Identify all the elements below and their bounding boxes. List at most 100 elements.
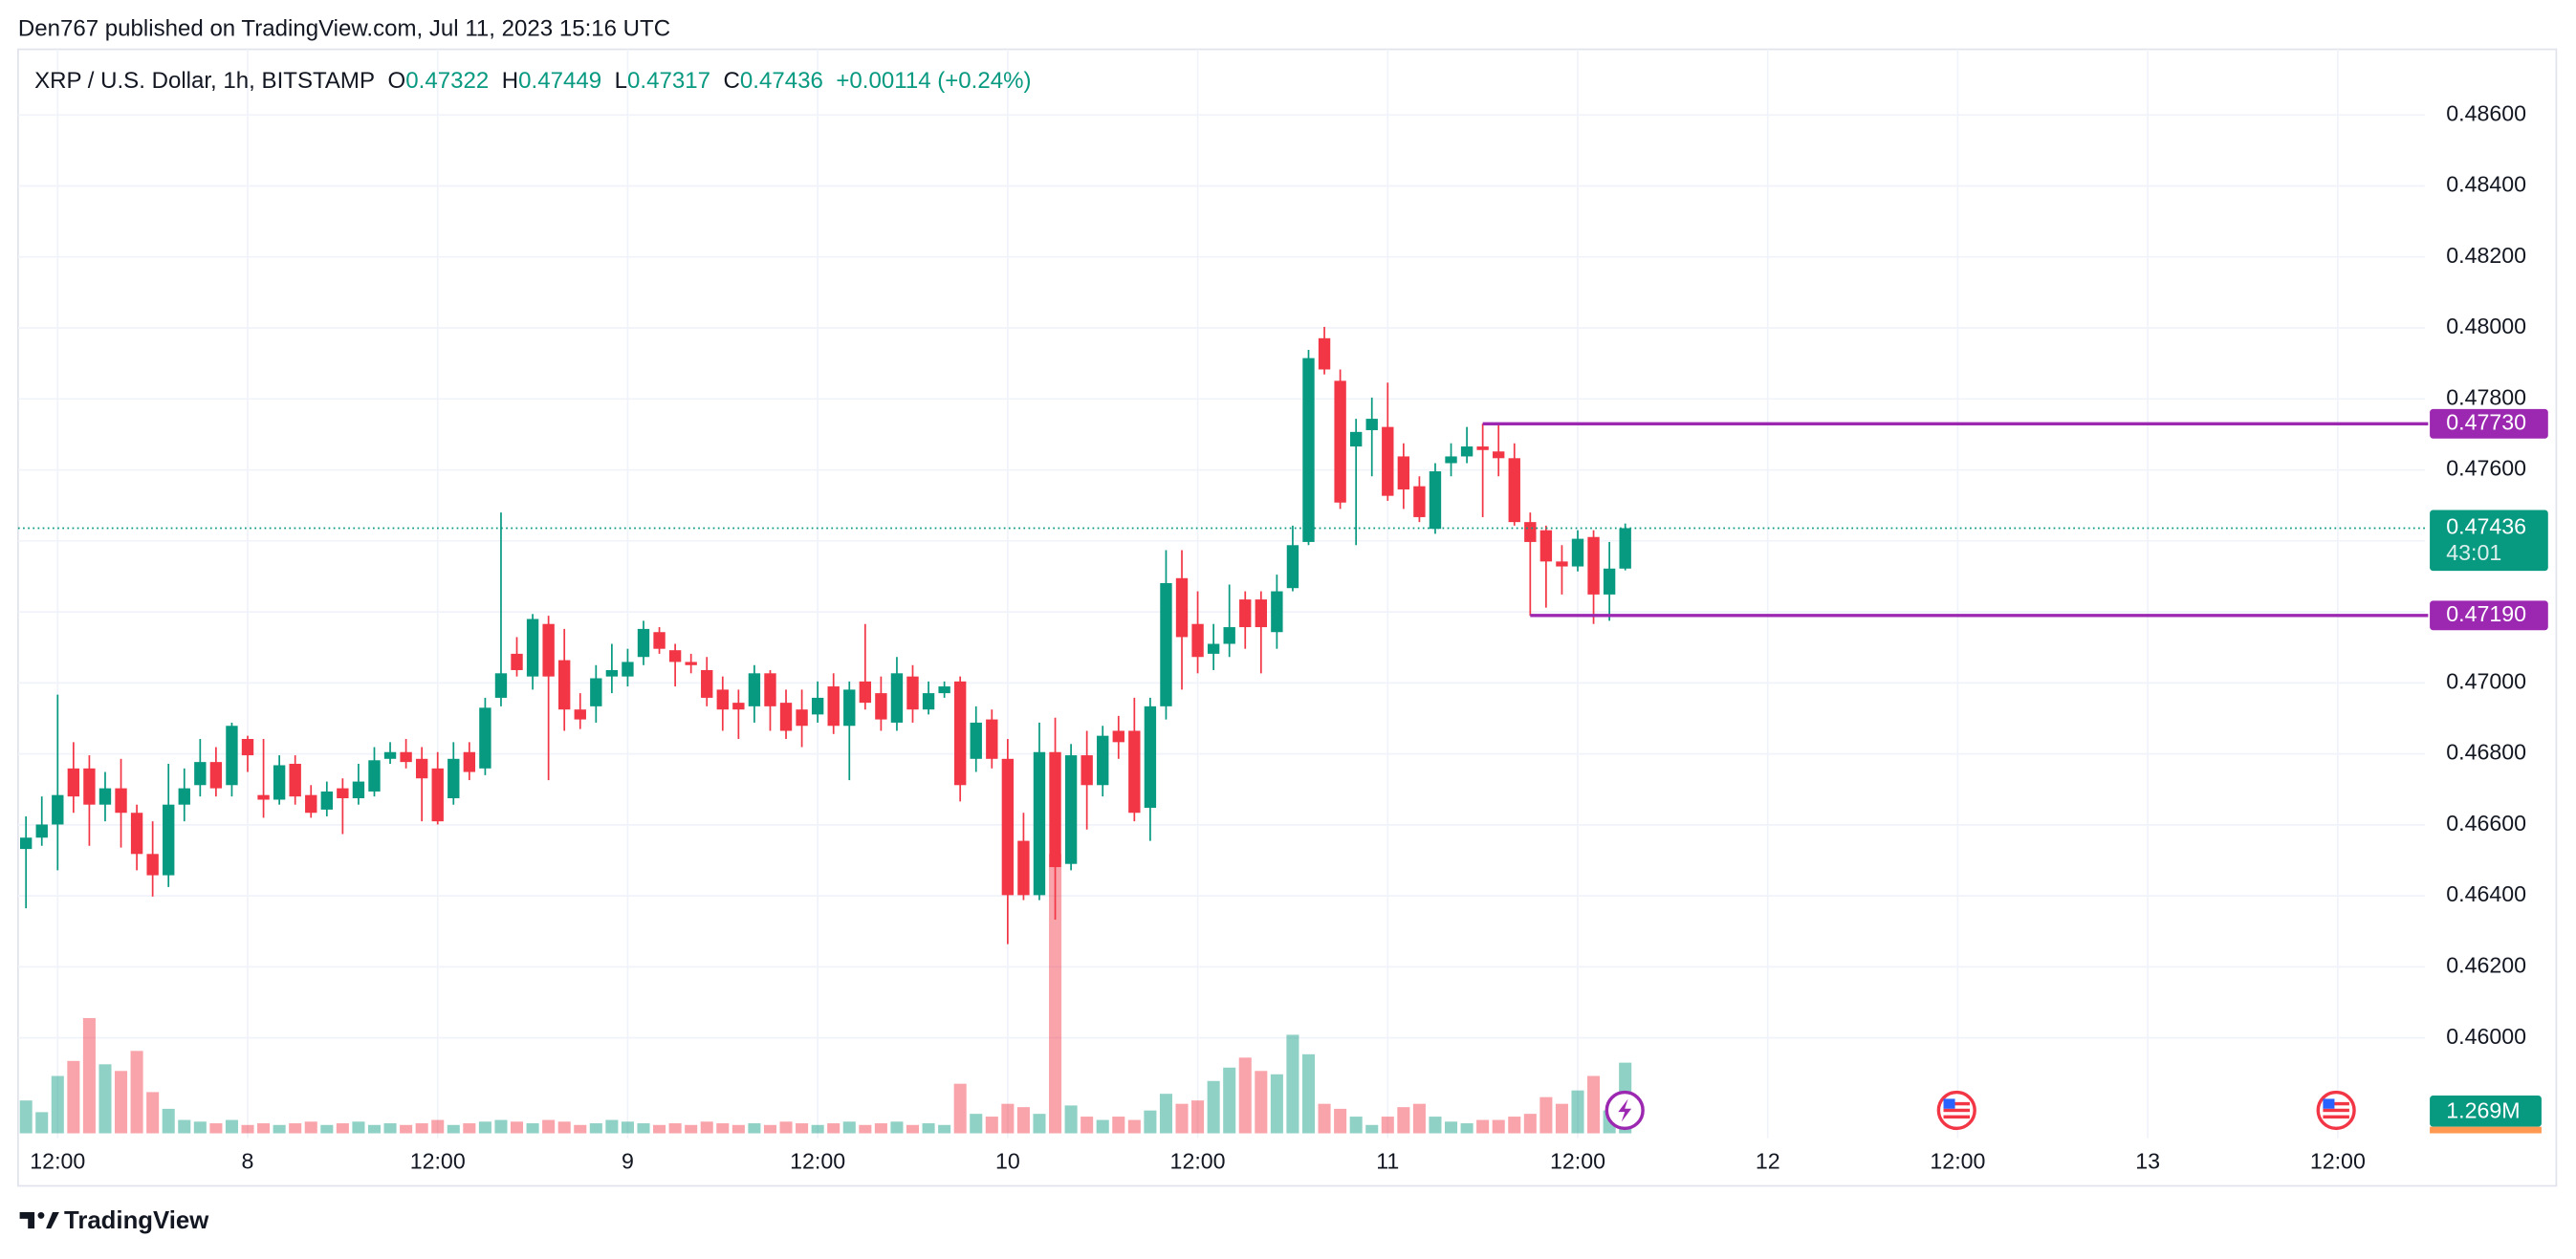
change: +0.00114 (+0.24%) xyxy=(836,68,1031,94)
candle-body xyxy=(938,686,950,694)
level-label: 0.47730 xyxy=(2446,409,2526,434)
candle-body xyxy=(859,681,872,704)
volume-bar xyxy=(1001,1103,1015,1134)
volume-bar xyxy=(700,1121,713,1134)
candle-body xyxy=(146,854,159,876)
volume-bar xyxy=(1207,1080,1220,1134)
volume-bar xyxy=(1159,1094,1172,1134)
x-tick-label: 9 xyxy=(622,1149,634,1174)
candle-body xyxy=(1144,705,1157,809)
event-flag[interactable] xyxy=(1936,1090,1976,1131)
volume-bar xyxy=(1064,1105,1078,1134)
candle-body xyxy=(906,676,919,710)
brand: TradingView xyxy=(64,1207,209,1234)
y-tick-label: 0.46800 xyxy=(2446,740,2526,765)
flag-stripe xyxy=(2323,1101,2349,1106)
flag-stripe xyxy=(1943,1101,1971,1106)
volume-bar xyxy=(827,1123,840,1134)
y-tick-label: 0.46600 xyxy=(2446,811,2526,836)
volume-bar xyxy=(510,1121,524,1134)
candle-body xyxy=(685,662,697,665)
candle-body xyxy=(890,673,904,723)
candle-body xyxy=(574,709,586,720)
candle-body xyxy=(163,804,175,876)
volume-bar xyxy=(367,1124,382,1134)
candle-body xyxy=(605,669,619,677)
y-tick-label: 0.48000 xyxy=(2446,314,2526,338)
volume-bar xyxy=(1381,1117,1394,1134)
candle-body xyxy=(273,765,286,800)
volume-bar xyxy=(1049,854,1062,1134)
y-tick-label: 0.48400 xyxy=(2446,172,2526,197)
volume-bar xyxy=(320,1124,334,1134)
grid xyxy=(17,49,2425,1139)
volume-bar xyxy=(352,1121,365,1134)
volume-bar xyxy=(415,1123,428,1134)
volume-bar xyxy=(51,1075,64,1134)
volume-bar xyxy=(178,1119,191,1134)
candle-body xyxy=(1097,735,1109,786)
x-tick-label: 13 xyxy=(2135,1149,2160,1174)
candle-body xyxy=(1033,751,1046,896)
level-label: 0.47190 xyxy=(2446,601,2526,626)
flag-stripe xyxy=(2323,1115,2349,1119)
volume-bar xyxy=(1334,1108,1347,1134)
volume-bar xyxy=(478,1121,491,1134)
x-tick-label: 12:00 xyxy=(1550,1149,1605,1174)
volume-bar xyxy=(890,1121,904,1134)
publisher: Den767 published on TradingView.com, Jul… xyxy=(18,15,670,41)
volume-bar xyxy=(1175,1103,1189,1134)
logo-mark xyxy=(37,1211,45,1219)
event-icon[interactable] xyxy=(1605,1090,1645,1131)
volume-bar xyxy=(1349,1117,1363,1134)
x-tick-label: 12:00 xyxy=(2310,1149,2366,1174)
axes: 0.48600 0.48400 0.48200 0.48000 0.47800 0.476… xyxy=(30,100,2548,1174)
candle-body xyxy=(1587,536,1600,595)
logo-mark xyxy=(19,1211,35,1229)
candle-body xyxy=(1175,577,1189,638)
volume-ma-marker xyxy=(2430,1126,2542,1134)
volume-bar xyxy=(1081,1117,1094,1134)
volume-bar xyxy=(811,1124,824,1134)
close-value: 0.47436 xyxy=(740,68,823,94)
candle-body xyxy=(1318,337,1331,370)
candle-body xyxy=(542,623,555,677)
candle-body xyxy=(716,689,729,710)
volume-bar xyxy=(731,1124,745,1134)
volume-bar xyxy=(779,1121,793,1134)
volume-bar xyxy=(1555,1103,1568,1134)
volume-bar xyxy=(431,1119,445,1134)
volume-bar xyxy=(605,1119,619,1134)
footer-logo: TradingView xyxy=(19,1207,209,1234)
volume-bar xyxy=(1429,1117,1442,1134)
candle-body xyxy=(83,768,96,805)
candle-body xyxy=(526,619,539,677)
candle-body xyxy=(668,650,682,662)
candle-body xyxy=(1334,380,1346,503)
volume-bar xyxy=(1223,1067,1236,1134)
candle-body xyxy=(1524,522,1537,542)
candle-body xyxy=(1302,358,1315,542)
volume-bar xyxy=(82,1017,96,1134)
event-flag[interactable] xyxy=(2316,1090,2356,1131)
x-tick-label: 12:00 xyxy=(1170,1149,1226,1174)
candle-body xyxy=(764,673,776,706)
volume-bar xyxy=(146,1092,160,1134)
candle-body xyxy=(1349,431,1363,447)
volume-bar xyxy=(115,1071,128,1134)
high-value: 0.47449 xyxy=(518,68,601,94)
volume-bar xyxy=(748,1123,761,1134)
volume-bar xyxy=(796,1123,809,1134)
candle-body xyxy=(1493,451,1505,459)
volume-bar xyxy=(653,1124,666,1134)
volume-bar xyxy=(241,1124,254,1134)
flag-stripe xyxy=(1943,1108,1971,1113)
volume-bar xyxy=(1587,1075,1601,1134)
volume-bar xyxy=(162,1108,175,1134)
volume-bar xyxy=(494,1119,508,1134)
volume-bar xyxy=(1270,1074,1283,1134)
volume-bar xyxy=(1144,1110,1157,1134)
high-label: H xyxy=(502,68,518,94)
volume-bar xyxy=(938,1124,951,1134)
